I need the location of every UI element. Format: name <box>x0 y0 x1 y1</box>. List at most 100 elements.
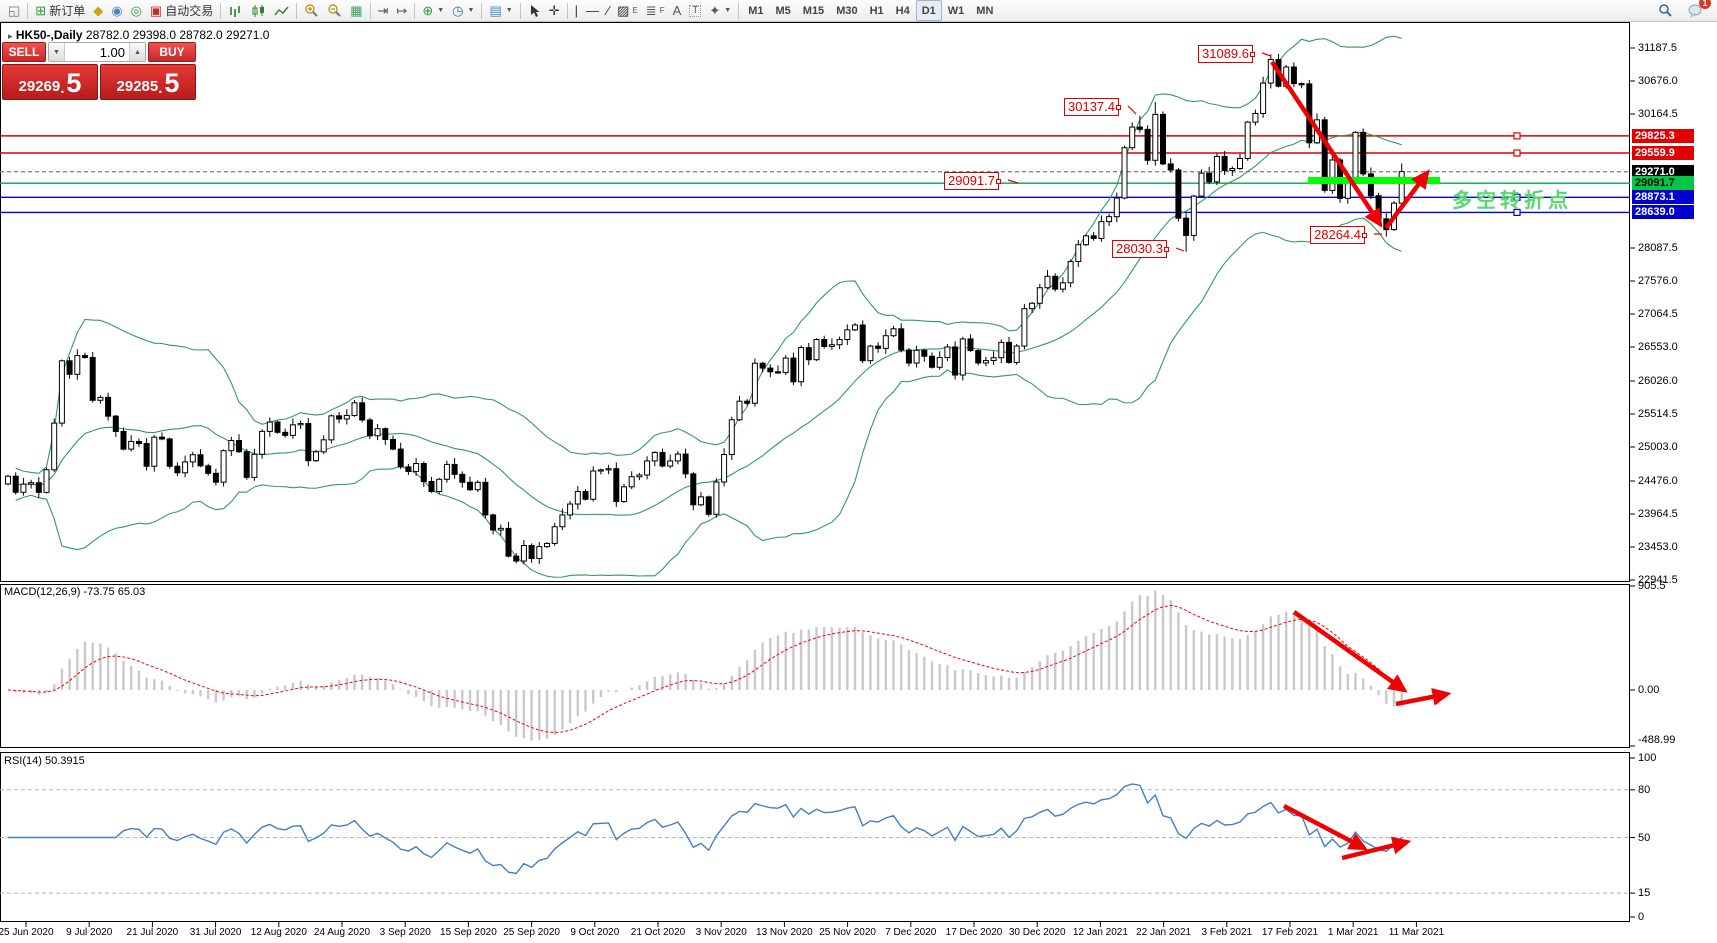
time-axis-label: 1 Mar 2021 <box>1327 927 1379 938</box>
annotation-price-label[interactable]: 30137.4 <box>1064 98 1121 116</box>
timeframe-h4[interactable]: H4 <box>895 4 910 17</box>
volume-increase-button[interactable]: ▲ <box>129 43 145 61</box>
horizontal-line-tool[interactable]: — <box>585 3 599 18</box>
macd-axis-tick: 0.00 <box>1638 684 1660 696</box>
buy-price[interactable]: 29285. 5 <box>100 64 196 100</box>
price-axis-tick: 27576.0 <box>1638 275 1678 287</box>
time-axis-label: 21 Oct 2020 <box>630 927 686 938</box>
sell-button[interactable]: SELL <box>2 42 46 62</box>
annotation-handle[interactable] <box>1250 51 1255 57</box>
channel-tool[interactable]: ▨ E <box>617 3 638 18</box>
volume-decrease-button[interactable]: ▼ <box>49 43 65 61</box>
annotation-handle[interactable] <box>1116 104 1121 110</box>
autotrading-button[interactable]: ▣ 自动交易 <box>149 3 214 18</box>
main-toolbar: ◱ ⊞ 新订单 ◆ ◉ ◎ ▣ 自动交易 ▦ ⇥ ↦ ⊕ ▼ ◷ ▼ ▤ ▼ ✛ | — ∕ ▨ E ≣ F A T ✦ ▼ M1 M5 M… <box>0 0 1717 22</box>
time-axis-label: 12 Jan 2021 <box>1072 927 1128 938</box>
signals-icon[interactable]: ◎ <box>130 3 142 18</box>
rsi-axis-tick: 80 <box>1638 783 1651 796</box>
time-axis-label: 30 Dec 2020 <box>1008 927 1066 938</box>
buy-button[interactable]: BUY <box>148 42 196 62</box>
annotation-price-label[interactable]: 28264.4 <box>1310 226 1367 244</box>
volume-input[interactable] <box>65 43 129 61</box>
fibonacci-tool[interactable]: ≣ F <box>645 3 665 18</box>
timeframe-m5[interactable]: M5 <box>775 4 791 17</box>
price-axis-tick: 31187.5 <box>1638 42 1677 54</box>
candle-chart-type-button[interactable] <box>247 0 270 21</box>
time-axis-label: 31 Jul 2020 <box>189 927 242 938</box>
vertical-line-tool[interactable]: | <box>574 3 578 18</box>
annotation-handle[interactable] <box>996 178 1001 184</box>
annotation-handle[interactable] <box>1362 232 1367 238</box>
bull-bear-turning-point-note[interactable]: 多空转折点 <box>1452 190 1572 212</box>
time-axis-label: 21 Jul 2020 <box>126 927 179 938</box>
rsi-axis-tick: 15 <box>1638 887 1651 900</box>
rsi-axis-tick: 0 <box>1638 911 1645 923</box>
text-tool[interactable]: A <box>672 3 682 18</box>
time-axis-label: 9 Oct 2020 <box>570 927 620 938</box>
one-click-trading-widget: SELL ▼ ▲ BUY 29269.5 29285.5 <box>2 42 196 100</box>
text-label-tool[interactable]: T <box>685 0 705 21</box>
line-chart-type-button[interactable] <box>270 0 293 21</box>
price-axis-tick: 30164.5 <box>1638 108 1678 120</box>
rsi-panel-area[interactable] <box>0 752 1630 922</box>
toolbar-separator <box>414 2 416 19</box>
macd-panel-area[interactable] <box>0 584 1630 748</box>
main-chart-area[interactable] <box>0 22 1630 582</box>
price-level-label: 29271.0 <box>1632 164 1694 179</box>
community-icon[interactable]: ◉ <box>111 3 123 18</box>
macd-indicator-label: MACD(12,26,9) -73.75 65.03 <box>4 586 146 598</box>
time-axis-label: 25 Jun 2020 <box>0 927 54 938</box>
price-axis-tick: 23453.0 <box>1638 541 1678 553</box>
timeframe-m1[interactable]: M1 <box>748 4 764 17</box>
chart-shift-button[interactable]: ↦ <box>396 3 408 18</box>
new-order-button[interactable]: ⊞ 新订单 <box>35 3 86 18</box>
price-axis-tick: 22941.5 <box>1638 574 1678 586</box>
time-axis-label: 3 Feb 2021 <box>1201 927 1253 938</box>
timeframe-h1[interactable]: H1 <box>869 4 884 17</box>
one-click-toggle[interactable]: ▸ <box>8 31 13 41</box>
timeframe-m15[interactable]: M15 <box>802 4 825 17</box>
annotation-price-label[interactable]: 28030.3 <box>1112 240 1169 258</box>
rsi-indicator-label: RSI(14) 50.3915 <box>4 755 85 767</box>
time-axis-label: 9 Jul 2020 <box>66 927 113 938</box>
time-axis-label: 12 Aug 2020 <box>250 927 307 938</box>
time-axis[interactable] <box>0 922 1630 943</box>
price-axis-tick: 26026.0 <box>1638 375 1678 387</box>
bar-chart-type-button[interactable] <box>224 0 247 21</box>
zoom-out-button[interactable] <box>323 0 346 21</box>
trendline-tool[interactable]: ∕ <box>606 3 610 18</box>
time-axis-label: 25 Sep 2020 <box>503 927 560 938</box>
price-axis-tick: 27064.5 <box>1638 308 1678 320</box>
toolbar-separator <box>27 2 29 19</box>
annotation-price-label[interactable]: 29091.7 <box>944 172 1001 190</box>
chart-template-button[interactable]: ▤ ▼ <box>489 3 513 18</box>
annotation-handle[interactable] <box>1164 246 1169 252</box>
periods-button[interactable]: ◷ ▼ <box>452 3 475 18</box>
timeframe-d1[interactable]: D1 <box>915 0 942 21</box>
timeframe-w1[interactable]: W1 <box>947 4 965 17</box>
autotrading-button-label: 自动交易 <box>165 4 214 18</box>
scroll-to-end-button[interactable]: ⇥ <box>377 3 389 18</box>
tile-windows-button[interactable]: ▦ <box>350 3 363 18</box>
time-axis-label: 17 Feb 2021 <box>1261 927 1319 938</box>
timeframe-mn[interactable]: MN <box>976 4 994 17</box>
volume-stepper: ▼ ▲ <box>48 42 146 62</box>
zoom-in-button[interactable] <box>300 0 323 21</box>
price-axis-tick: 24476.0 <box>1638 475 1678 487</box>
add-indicator-button[interactable]: ⊕ ▼ <box>422 3 445 18</box>
time-axis-label: 17 Dec 2020 <box>945 927 1003 938</box>
search-icon[interactable] <box>1654 0 1677 21</box>
time-axis-label: 15 Sep 2020 <box>440 927 497 938</box>
chat-notifications-icon[interactable]: 1 <box>1683 0 1711 21</box>
annotation-price-label[interactable]: 31089.6 <box>1198 45 1255 63</box>
chart-window-icon[interactable]: ◱ <box>8 3 21 18</box>
sell-price[interactable]: 29269. 5 <box>2 64 98 100</box>
cursor-tool[interactable] <box>524 0 545 21</box>
symbol-name: HK50-,Daily <box>15 28 83 42</box>
timeframe-m30[interactable]: M30 <box>836 4 858 17</box>
time-axis-label: 22 Jan 2021 <box>1136 927 1192 938</box>
indicator-list-icon[interactable]: ◆ <box>93 3 104 18</box>
crosshair-tool[interactable]: ✛ <box>548 3 560 18</box>
shapes-tool[interactable]: ✦ ▼ <box>709 3 732 18</box>
